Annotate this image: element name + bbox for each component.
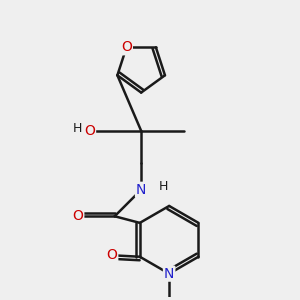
Text: H: H bbox=[73, 122, 83, 135]
Text: H: H bbox=[159, 180, 168, 193]
Text: O: O bbox=[84, 124, 95, 138]
Text: O: O bbox=[72, 209, 83, 223]
Text: N: N bbox=[164, 267, 174, 281]
Text: O: O bbox=[106, 248, 117, 262]
Text: N: N bbox=[136, 183, 146, 197]
Text: O: O bbox=[121, 40, 132, 54]
